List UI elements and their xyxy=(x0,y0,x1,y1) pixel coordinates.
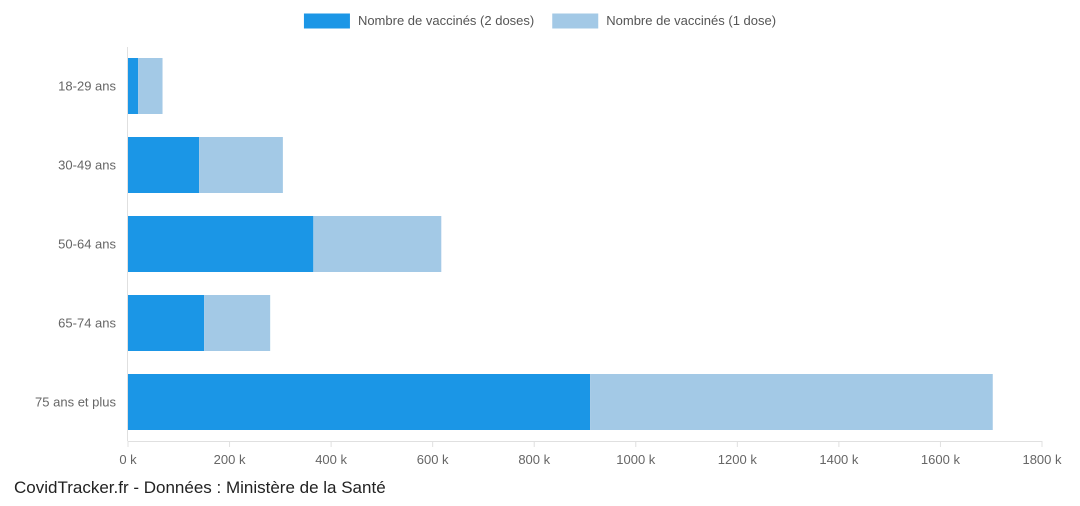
bar-one-dose-2 xyxy=(199,137,283,193)
x-tick-label: 1200 k xyxy=(718,452,758,467)
legend-swatch-one-dose xyxy=(552,13,599,29)
x-tick-label: 1400 k xyxy=(819,452,859,467)
bar-one-dose-1 xyxy=(138,58,163,114)
bar-one-dose-3 xyxy=(313,216,442,272)
x-tick-label: 400 k xyxy=(315,452,347,467)
y-axis-labels: 18-29 ans 30-49 ans 50-64 ans 65-74 ans 75 a… xyxy=(35,79,116,410)
bars xyxy=(128,58,993,430)
x-tick-label: 0 k xyxy=(119,452,137,467)
y-tick-label: 75 ans et plus xyxy=(35,395,116,410)
bar-one-dose-4 xyxy=(204,295,271,351)
y-tick-label: 30-49 ans xyxy=(58,158,116,173)
x-axis-labels: 0 k 200 k 400 k 600 k 800 k 1000 k 1200 k 1400 … xyxy=(119,441,1062,467)
legend-label-one-dose: Nombre de vaccinés (1 dose) xyxy=(606,13,776,28)
y-tick-label: 65-74 ans xyxy=(58,316,116,331)
x-tick-label: 1000 k xyxy=(616,452,656,467)
stacked-bar-chart: Nombre de vaccinés (2 doses) Nombre de va… xyxy=(35,13,1062,467)
legend-label-two-doses: Nombre de vaccinés (2 doses) xyxy=(358,13,534,28)
bar-two-doses-5 xyxy=(128,374,591,430)
x-tick-label: 1600 k xyxy=(921,452,961,467)
x-tick-label: 200 k xyxy=(214,452,246,467)
legend-swatch-two-doses xyxy=(303,13,350,29)
x-tick-label: 600 k xyxy=(417,452,449,467)
bar-two-doses-1 xyxy=(128,58,139,114)
y-tick-label: 18-29 ans xyxy=(58,79,116,94)
y-tick-label: 50-64 ans xyxy=(58,237,116,252)
x-tick-label: 800 k xyxy=(518,452,550,467)
source-caption: CovidTracker.fr - Données : Ministère de… xyxy=(14,478,386,497)
legend: Nombre de vaccinés (2 doses) Nombre de va… xyxy=(303,13,776,29)
bar-two-doses-3 xyxy=(128,216,314,272)
bar-two-doses-4 xyxy=(128,295,205,351)
bar-one-dose-5 xyxy=(590,374,993,430)
x-tick-label: 1800 k xyxy=(1022,452,1062,467)
bar-two-doses-2 xyxy=(128,137,200,193)
